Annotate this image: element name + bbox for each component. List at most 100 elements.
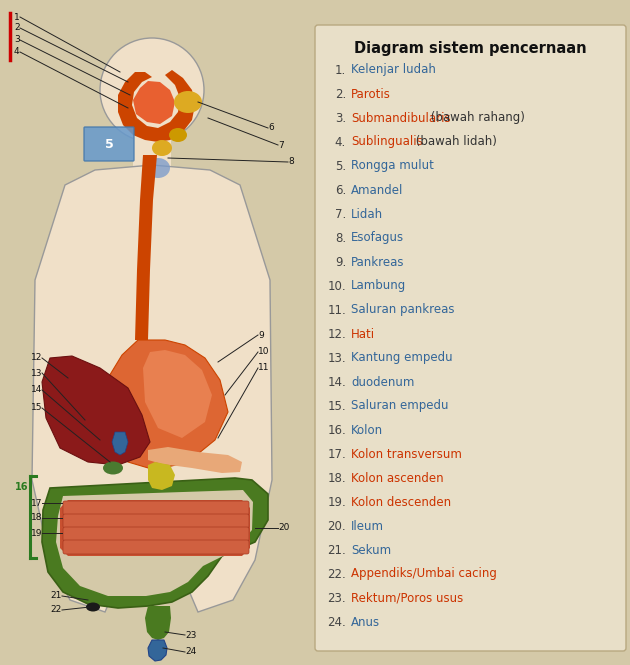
FancyBboxPatch shape <box>63 514 249 528</box>
Text: 1.: 1. <box>335 63 346 76</box>
Text: 22.: 22. <box>327 567 346 581</box>
Ellipse shape <box>152 140 172 156</box>
Text: 17: 17 <box>30 499 42 507</box>
Text: 20.: 20. <box>328 519 346 533</box>
Text: 19.: 19. <box>327 495 346 509</box>
Text: 12: 12 <box>31 354 42 362</box>
Text: 9: 9 <box>258 331 264 340</box>
Text: 15: 15 <box>30 404 42 412</box>
Text: 22: 22 <box>51 606 62 614</box>
Text: Kolon transversum: Kolon transversum <box>351 448 462 460</box>
Text: Lidah: Lidah <box>351 207 383 221</box>
Circle shape <box>100 38 204 142</box>
Text: 3.: 3. <box>335 112 346 124</box>
Polygon shape <box>112 432 128 455</box>
Text: (bawah rahang): (bawah rahang) <box>427 112 525 124</box>
Text: Amandel: Amandel <box>351 184 403 196</box>
Text: 14.: 14. <box>327 376 346 388</box>
Text: Kantung empedu: Kantung empedu <box>351 352 452 364</box>
Polygon shape <box>42 356 150 465</box>
Text: 10: 10 <box>258 348 270 356</box>
Text: 4: 4 <box>14 47 20 57</box>
Text: 7: 7 <box>278 140 284 150</box>
Text: 16: 16 <box>15 482 29 492</box>
Text: Sekum: Sekum <box>351 543 391 557</box>
Text: 18.: 18. <box>328 471 346 485</box>
Text: Rongga mulut: Rongga mulut <box>351 160 434 172</box>
Polygon shape <box>148 462 175 490</box>
Text: 14: 14 <box>31 386 42 394</box>
Text: 21: 21 <box>50 591 62 600</box>
Text: Ileum: Ileum <box>351 519 384 533</box>
Polygon shape <box>143 350 212 438</box>
Text: 20: 20 <box>278 523 289 533</box>
Text: 9.: 9. <box>335 255 346 269</box>
Text: 2.: 2. <box>335 88 346 100</box>
Text: 13.: 13. <box>328 352 346 364</box>
Text: 21.: 21. <box>327 543 346 557</box>
Text: Kolon ascenden: Kolon ascenden <box>351 471 444 485</box>
Text: 6.: 6. <box>335 184 346 196</box>
Text: Saluran empedu: Saluran empedu <box>351 400 449 412</box>
Polygon shape <box>32 165 272 612</box>
FancyBboxPatch shape <box>84 127 134 161</box>
Text: Saluran pankreas: Saluran pankreas <box>351 303 454 317</box>
Polygon shape <box>148 640 167 661</box>
Text: Lambung: Lambung <box>351 279 406 293</box>
Text: 23: 23 <box>185 630 197 640</box>
Text: 1: 1 <box>14 13 20 21</box>
Polygon shape <box>145 606 171 640</box>
Text: 12.: 12. <box>327 327 346 340</box>
Text: 7.: 7. <box>335 207 346 221</box>
Text: Sublingualis: Sublingualis <box>351 136 423 148</box>
Polygon shape <box>60 500 250 556</box>
Text: 16.: 16. <box>327 424 346 436</box>
Ellipse shape <box>169 128 187 142</box>
Polygon shape <box>148 447 242 473</box>
Text: 2: 2 <box>14 23 20 33</box>
Text: Anus: Anus <box>351 616 380 628</box>
Text: Diagram sistem pencernaan: Diagram sistem pencernaan <box>354 41 587 55</box>
Text: (bawah lidah): (bawah lidah) <box>412 136 497 148</box>
Text: Appendiks/Umbai cacing: Appendiks/Umbai cacing <box>351 567 497 581</box>
Text: 24: 24 <box>185 648 197 656</box>
Text: 5: 5 <box>105 138 113 150</box>
Text: duodenum: duodenum <box>351 376 415 388</box>
FancyBboxPatch shape <box>63 501 249 515</box>
Text: Parotis: Parotis <box>351 88 391 100</box>
Text: 17.: 17. <box>327 448 346 460</box>
Text: Kelenjar ludah: Kelenjar ludah <box>351 63 436 76</box>
FancyBboxPatch shape <box>63 527 249 541</box>
Text: Kolon descenden: Kolon descenden <box>351 495 451 509</box>
Polygon shape <box>103 340 228 470</box>
Text: 10.: 10. <box>328 279 346 293</box>
Text: 19: 19 <box>30 529 42 537</box>
Text: 3: 3 <box>14 35 20 45</box>
FancyBboxPatch shape <box>63 540 249 554</box>
Text: 5.: 5. <box>335 160 346 172</box>
Text: 11: 11 <box>258 364 270 372</box>
Text: 18: 18 <box>30 513 42 523</box>
Text: 23.: 23. <box>328 591 346 604</box>
Text: Esofagus: Esofagus <box>351 231 404 245</box>
FancyBboxPatch shape <box>315 25 626 651</box>
Text: 8.: 8. <box>335 231 346 245</box>
Text: Pankreas: Pankreas <box>351 255 404 269</box>
Ellipse shape <box>146 158 170 178</box>
Text: 8: 8 <box>288 158 294 166</box>
Text: Submandibularis: Submandibularis <box>351 112 450 124</box>
Text: Hati: Hati <box>351 327 375 340</box>
Ellipse shape <box>103 462 123 475</box>
Polygon shape <box>56 490 253 596</box>
Polygon shape <box>135 155 157 340</box>
Text: 13: 13 <box>30 368 42 378</box>
Ellipse shape <box>86 602 100 612</box>
Bar <box>133 138 171 180</box>
Text: 6: 6 <box>268 124 274 132</box>
Text: 15.: 15. <box>328 400 346 412</box>
Text: Rektum/Poros usus: Rektum/Poros usus <box>351 591 463 604</box>
Polygon shape <box>118 70 195 142</box>
Polygon shape <box>42 478 268 608</box>
Ellipse shape <box>174 91 202 113</box>
Text: Kolon: Kolon <box>351 424 383 436</box>
